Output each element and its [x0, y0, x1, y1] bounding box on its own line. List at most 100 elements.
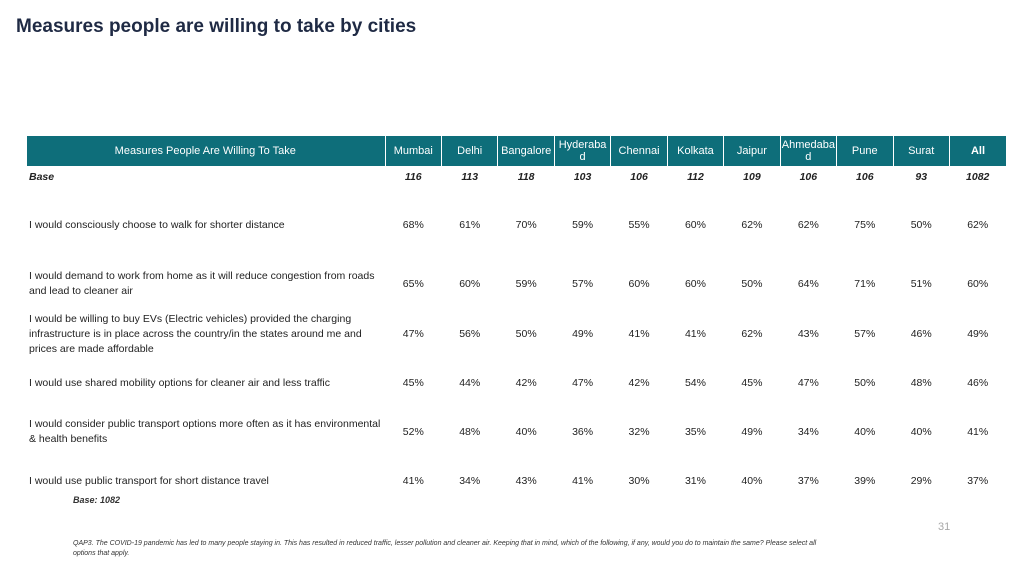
percent-cell: 64% — [797, 278, 819, 290]
percent-cell: 50% — [854, 377, 876, 389]
percent-cell: 42% — [628, 377, 650, 389]
percent-cell: 43% — [515, 475, 537, 487]
measure-label: I would use public transport for short d… — [29, 474, 269, 487]
column-header-ahmedabad: Ahmedabad — [780, 136, 838, 166]
base-label: Base — [29, 170, 55, 183]
column-header-hyderabad: Hyderabad — [554, 136, 612, 166]
column-header-all: All — [949, 136, 1006, 166]
percent-cell: 45% — [741, 377, 763, 389]
column-header-measure: Measures People Are Willing To Take — [27, 136, 386, 166]
percent-cell: 52% — [402, 426, 424, 438]
percent-cell: 60% — [967, 278, 989, 290]
measure-label: I would use shared mobility options for … — [29, 376, 330, 389]
percent-cell: 46% — [967, 377, 989, 389]
base-cell: 93 — [915, 171, 928, 183]
table-row: I would use public transport for short d… — [27, 460, 1006, 502]
percent-cell: 68% — [402, 219, 424, 231]
percent-cell: 61% — [459, 219, 481, 231]
percent-cell: 37% — [967, 475, 989, 487]
percent-cell: 60% — [684, 219, 706, 231]
measure-label: I would demand to work from home as it w… — [29, 270, 375, 297]
base-cell: 103 — [573, 171, 592, 183]
percent-cell: 62% — [741, 328, 763, 340]
percent-cell: 59% — [572, 219, 594, 231]
percent-cell: 71% — [854, 278, 876, 290]
percent-cell: 40% — [910, 426, 932, 438]
percent-cell: 34% — [797, 426, 819, 438]
base-cell: 109 — [743, 171, 761, 183]
survey-results-table: Measures People Are Willing To Take Mumb… — [27, 136, 1006, 502]
percent-cell: 41% — [628, 328, 650, 340]
measure-label: I would be willing to buy EVs (Electric … — [29, 312, 362, 355]
percent-cell: 40% — [741, 475, 763, 487]
base-cell: 118 — [517, 171, 535, 183]
base-cell: 106 — [630, 171, 648, 183]
page-number: 31 — [938, 521, 951, 533]
percent-cell: 75% — [854, 219, 876, 231]
table-row: I would demand to work from home as it w… — [27, 262, 1006, 306]
page-title: Measures people are willing to take by c… — [16, 16, 417, 37]
percent-cell: 40% — [515, 426, 537, 438]
base-cell: 106 — [856, 171, 874, 183]
percent-cell: 31% — [684, 475, 706, 487]
percent-cell: 59% — [515, 278, 537, 290]
column-header-pune: Pune — [836, 136, 894, 166]
column-header-chennai: Chennai — [610, 136, 668, 166]
percent-cell: 57% — [572, 278, 594, 290]
percent-cell: 48% — [459, 426, 481, 438]
base-cell: 1082 — [966, 171, 990, 183]
column-header-delhi: Delhi — [441, 136, 499, 166]
percent-cell: 60% — [684, 278, 706, 290]
question-footnote: QAP3. The COVID-19 pandemic has led to m… — [73, 540, 817, 557]
percent-cell: 49% — [572, 328, 594, 340]
percent-cell: 60% — [628, 278, 650, 290]
percent-cell: 30% — [628, 475, 650, 487]
table-row: I would consciously choose to walk for s… — [27, 188, 1006, 262]
table-header-row: Measures People Are Willing To Take Mumb… — [27, 136, 1006, 166]
percent-cell: 48% — [910, 377, 932, 389]
percent-cell: 49% — [741, 426, 763, 438]
percent-cell: 36% — [572, 426, 594, 438]
percent-cell: 70% — [515, 219, 537, 231]
percent-cell: 62% — [741, 219, 763, 231]
measure-label: I would consider public transport option… — [29, 418, 381, 445]
percent-cell: 42% — [515, 377, 537, 389]
percent-cell: 60% — [459, 278, 481, 290]
percent-cell: 41% — [402, 475, 424, 487]
percent-cell: 47% — [797, 377, 819, 389]
percent-cell: 43% — [797, 328, 819, 340]
column-header-jaipur: Jaipur — [723, 136, 781, 166]
percent-cell: 37% — [797, 475, 819, 487]
column-header-surat: Surat — [893, 136, 950, 166]
base-note: Base: 1082 — [73, 495, 121, 505]
percent-cell: 55% — [628, 219, 650, 231]
percent-cell: 57% — [854, 328, 876, 340]
percent-cell: 46% — [910, 328, 932, 340]
percent-cell: 41% — [572, 475, 594, 487]
percent-cell: 54% — [684, 377, 706, 389]
column-header-kolkata: Kolkata — [667, 136, 725, 166]
percent-cell: 47% — [572, 377, 594, 389]
percent-cell: 50% — [910, 219, 932, 231]
percent-cell: 56% — [459, 328, 481, 340]
base-row: Base 116 113 118 103 106 112 109 106 106… — [27, 166, 1006, 188]
percent-cell: 29% — [910, 475, 932, 487]
percent-cell: 40% — [854, 426, 876, 438]
percent-cell: 65% — [402, 278, 424, 290]
table-row: I would consider public transport option… — [27, 404, 1006, 460]
percent-cell: 41% — [684, 328, 706, 340]
percent-cell: 41% — [967, 426, 989, 438]
base-cell: 116 — [404, 171, 422, 183]
base-cell: 106 — [799, 171, 818, 183]
percent-cell: 49% — [967, 328, 989, 340]
percent-cell: 44% — [459, 377, 481, 389]
table-row: I would be willing to buy EVs (Electric … — [27, 306, 1006, 362]
base-cell: 113 — [461, 171, 479, 183]
measure-label: I would consciously choose to walk for s… — [29, 218, 285, 231]
base-cell: 112 — [687, 171, 704, 183]
table-row: I would use shared mobility options for … — [27, 362, 1006, 404]
percent-cell: 47% — [402, 328, 424, 340]
percent-cell: 50% — [741, 278, 763, 290]
percent-cell: 50% — [515, 328, 537, 340]
percent-cell: 34% — [459, 475, 481, 487]
